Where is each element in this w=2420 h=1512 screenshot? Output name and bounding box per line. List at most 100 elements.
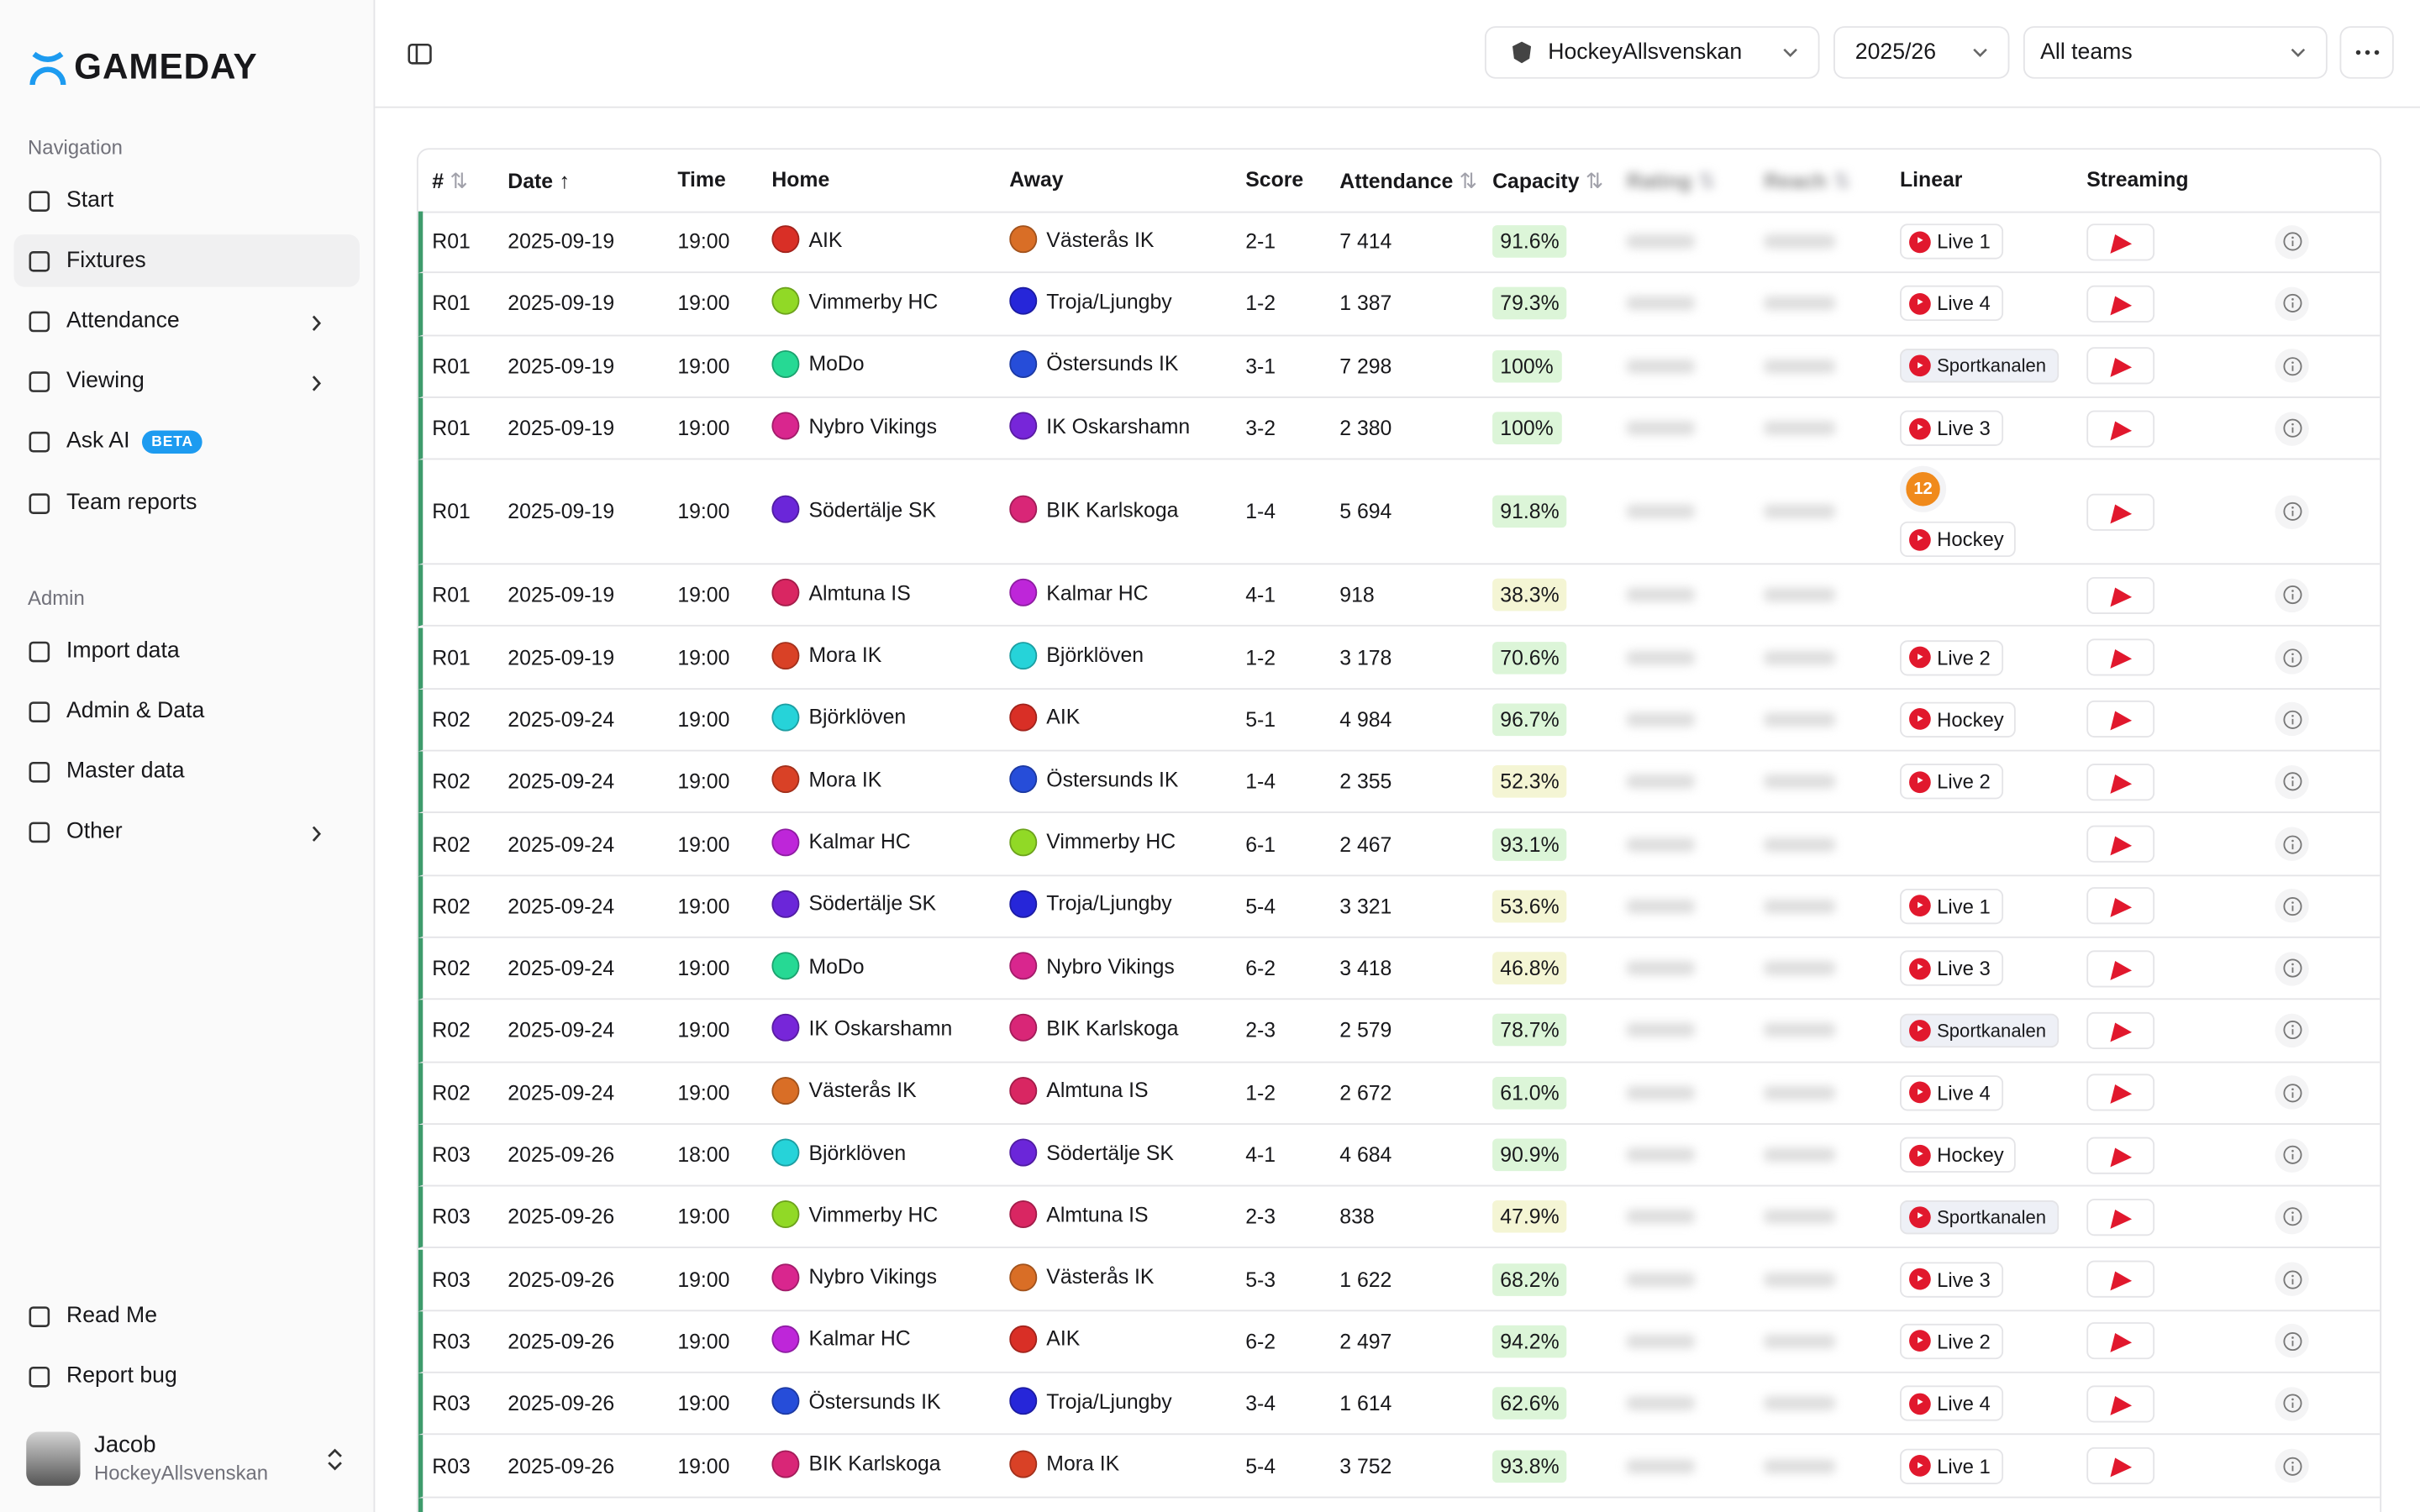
info-button[interactable] [2275, 1448, 2309, 1483]
nav-item[interactable]: Start [14, 175, 360, 227]
column-header[interactable]: Reach ⇅ [1764, 168, 1850, 194]
team-logo [771, 890, 800, 918]
info-button[interactable] [2275, 495, 2309, 529]
info-button[interactable] [2275, 224, 2309, 259]
info-button[interactable] [2275, 702, 2309, 737]
table-header: # ⇅ Date ↑ Time Home Away Score Attendance ⇅ Capac… [418, 150, 2381, 213]
table-row[interactable]: R02 2025-09-24 19:00 Kalmar HC Vimmerby HC 6-… [418, 813, 2381, 876]
info-icon [2282, 1331, 2302, 1351]
league-select[interactable]: HockeyAllsvenskan [1484, 26, 1820, 79]
channel-name: Live 2 [1937, 645, 1991, 669]
table-row[interactable]: R01 2025-09-19 19:00 Almtuna IS Kalmar HC 4-1… [418, 564, 2381, 627]
table-row[interactable]: R02 2025-09-24 19:00 Mora IK Östersunds IK 1-… [418, 751, 2381, 814]
info-button[interactable] [2275, 1200, 2309, 1235]
user-menu[interactable]: Jacob HockeyAllsvenskan [26, 1429, 353, 1490]
table-row[interactable]: R03 2025-09-26 19:00 Vimmerby HC Almtuna IS 2… [418, 1186, 2381, 1249]
date: 2025-09-26 [508, 1454, 615, 1478]
cell [1764, 1311, 1835, 1372]
cell: 918 [1339, 565, 1374, 626]
info-button[interactable] [2275, 578, 2309, 612]
column-header[interactable]: Rating ⇅ [1627, 168, 1716, 194]
nav-item[interactable]: Fixtures [13, 234, 360, 287]
cell [2275, 460, 2309, 564]
cell: ▶ [2086, 1125, 2155, 1185]
table-row[interactable]: R01 2025-09-19 19:00 MoDo Östersunds IK 3-1 7 … [418, 335, 2381, 398]
cell: ‣ Sportkanalen [1900, 1000, 2059, 1061]
info-button[interactable] [2275, 1137, 2309, 1173]
table-row[interactable]: R03 2025-09-26 19:00 BIK Karlskoga Mora IK 5-… [418, 1435, 2381, 1498]
cell: 5 694 [1339, 460, 1392, 564]
table-row[interactable]: R03 2025-09-26 19:00 Östersunds IK Troja/Lju… [418, 1373, 2381, 1436]
cell [1626, 1311, 1695, 1372]
table-row[interactable]: R03 2025-09-26 19:00 Kalmar HC AIK 6-2 2 497 94… [418, 1310, 2381, 1373]
info-icon [2282, 1145, 2302, 1164]
column-header[interactable]: # ⇅ [432, 168, 468, 194]
table-row[interactable]: R03 2025-09-26 18:00 Björklöven Södertälje S… [418, 1124, 2381, 1187]
column-header[interactable]: Capacity ⇅ [1492, 168, 1603, 194]
nav-item[interactable]: Viewing [14, 354, 360, 407]
column-header[interactable]: Date ↑ [508, 168, 570, 192]
cell: 1 387 [1339, 274, 1392, 334]
cell: 19:00 [677, 565, 729, 626]
channel-name: Live 4 [1937, 1081, 1991, 1105]
nav-icon [29, 250, 50, 271]
table-row[interactable]: R01 2025-09-19 19:00 Vimmerby HC Troja/Ljung… [418, 273, 2381, 336]
cell: R01 [432, 212, 470, 272]
cell: BIK Karlskoga [771, 1436, 941, 1496]
info-button[interactable] [2275, 1386, 2309, 1421]
team: Kalmar HC [771, 827, 911, 856]
info-button[interactable] [2275, 411, 2309, 445]
table-row[interactable]: R02 2025-09-24 19:00 Björklöven AIK 5-1 4 984 9… [418, 689, 2381, 752]
score: 2-1 [1245, 229, 1276, 254]
table-row[interactable]: R02 2025-09-24 19:00 IK Oskarshamn BIK Karls… [418, 1000, 2381, 1063]
cell: Mora IK [771, 627, 881, 688]
info-button[interactable] [2275, 1013, 2309, 1048]
table-row[interactable]: R03 2025-09-26 19:00 Nybro Vikings Västerås … [418, 1248, 2381, 1311]
info-button[interactable] [2275, 1262, 2309, 1297]
info-button[interactable] [2275, 349, 2309, 383]
table-row[interactable]: R01 2025-09-19 19:00 Mora IK Björklöven 1-2 3 … [418, 627, 2381, 690]
nav-item[interactable]: Report bug [14, 1350, 360, 1402]
cell [1626, 1187, 1695, 1247]
table-row[interactable]: R01 2025-09-19 19:00 AIK Västerås IK 2-1 7 414… [418, 211, 2381, 274]
info-button[interactable] [2275, 951, 2309, 986]
info-button[interactable] [2275, 889, 2309, 923]
nav-icon [29, 492, 50, 514]
column-header: Home [771, 168, 829, 192]
cell: 2025-09-24 [508, 876, 614, 937]
brand[interactable]: GAMEDAY [28, 46, 258, 88]
nav-icon [29, 1305, 50, 1327]
cell: 100% [1492, 336, 1561, 396]
more-button[interactable] [2339, 26, 2394, 79]
nav-item[interactable]: Attendance [14, 295, 360, 347]
nav-item[interactable]: Ask AI BETA [14, 415, 360, 467]
sidebar-toggle[interactable] [408, 42, 432, 66]
info-button[interactable] [2275, 1075, 2309, 1110]
team-select[interactable]: All teams [2023, 26, 2328, 79]
nav-item[interactable]: Import data [14, 625, 360, 677]
table-row[interactable]: R02 2025-09-24 19:00 Södertälje SK Troja/Lju… [418, 875, 2381, 938]
streaming: ▶ [2086, 223, 2155, 260]
column-header[interactable]: Attendance ⇅ [1339, 168, 1477, 194]
score: 2-3 [1245, 1205, 1276, 1229]
info-button[interactable] [2275, 286, 2309, 321]
round: R02 [432, 769, 471, 794]
info-button[interactable] [2275, 827, 2309, 861]
season-select[interactable]: 2025/26 [1833, 26, 2010, 79]
table-row[interactable]: R02 2025-09-24 19:00 MoDo Nybro Vikings 6-2 3 … [418, 937, 2381, 1000]
nav-item[interactable]: Team reports [14, 477, 360, 529]
info-button[interactable] [2275, 640, 2309, 675]
team-name: Mora IK [1046, 1452, 1120, 1475]
capacity: 100% [1492, 412, 1561, 445]
info-button[interactable] [2275, 1324, 2309, 1359]
table-row[interactable]: R02 2025-09-24 19:00 Västerås IK Almtuna IS 1… [418, 1062, 2381, 1125]
cell: ▶ [2086, 274, 2155, 334]
table-row[interactable]: R01 2025-09-19 19:00 Södertälje SK BIK Karls… [418, 459, 2381, 565]
nav-item[interactable]: Master data [14, 745, 360, 797]
nav-item[interactable]: Other [14, 806, 360, 858]
nav-item[interactable]: Read Me [14, 1290, 360, 1342]
nav-item[interactable]: Admin & Data [14, 685, 360, 738]
table-row[interactable]: R01 2025-09-19 19:00 Nybro Vikings IK Oskars… [418, 397, 2381, 460]
info-button[interactable] [2275, 764, 2309, 799]
